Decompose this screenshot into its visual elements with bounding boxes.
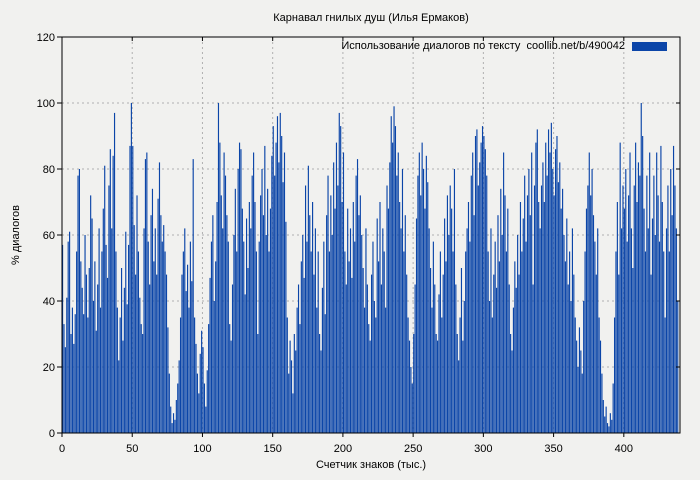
bars [62, 103, 679, 434]
tick-label: 400 [615, 443, 633, 455]
tick-label: 40 [43, 296, 55, 308]
tick-label: 0 [59, 443, 65, 455]
tick-label: 50 [126, 443, 138, 455]
tick-label: 150 [264, 443, 282, 455]
x-axis-label: Счетчик знаков (тыс.) [315, 459, 427, 471]
tick-label: 60 [43, 230, 55, 242]
tick-label: 0 [49, 428, 55, 440]
tick-label: 20 [43, 362, 55, 374]
tick-label: 120 [37, 32, 55, 44]
chart-title: Карнавал гнилых душ (Илья Ермаков) [273, 12, 469, 24]
tick-label: 80 [43, 164, 55, 176]
legend-swatch-blue [632, 41, 667, 51]
tick-label: 100 [193, 443, 211, 455]
y-axis-label: % диалогов [10, 205, 22, 265]
legend-label: Использование диалогов по тексту coollib… [341, 40, 625, 52]
axes [57, 36, 681, 437]
tick-label: 100 [37, 98, 55, 110]
legend: Использование диалогов по тексту coollib… [341, 40, 667, 52]
tick-label: 350 [544, 443, 562, 455]
tick-label: 200 [334, 443, 352, 455]
tick-label: 300 [474, 443, 492, 455]
tick-labels: 0 20 40 60 80 100 120 0 50 100 150 200 250 300 350 400 [37, 32, 633, 455]
tick-label: 250 [404, 443, 422, 455]
